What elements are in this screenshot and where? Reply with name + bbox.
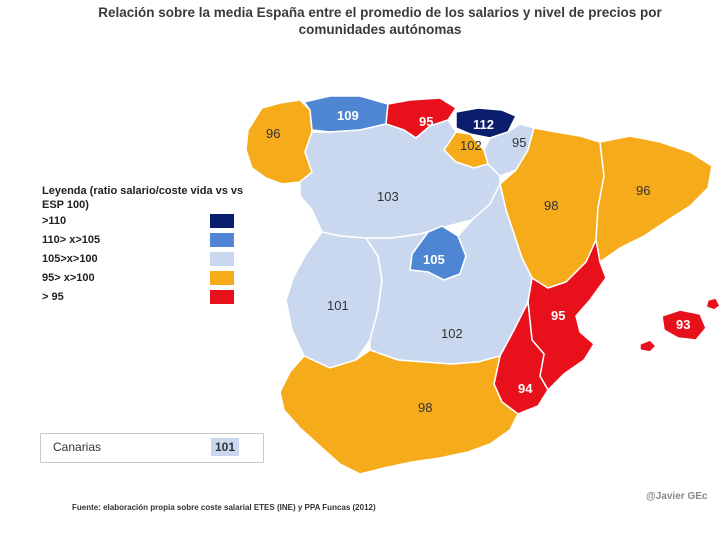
title-line-2: comunidades autónomas [298, 22, 462, 37]
legend-title: Leyenda (ratio salario/coste vida vs vs … [42, 185, 244, 211]
region-baleares-ibiza[interactable] [639, 339, 658, 353]
label-andalucia: 98 [418, 400, 432, 415]
region-galicia[interactable] [245, 99, 313, 185]
legend-swatch [210, 214, 234, 228]
label-castilla-leon: 103 [377, 189, 399, 204]
legend: Leyenda (ratio salario/coste vida vs vs … [42, 184, 272, 307]
label-galicia: 96 [266, 126, 280, 141]
label-baleares: 93 [676, 317, 690, 332]
author-credit: @Javier GEc [646, 491, 708, 502]
legend-row: > 95 [42, 288, 272, 307]
region-cataluna[interactable] [595, 135, 713, 264]
legend-row: 95> x>100 [42, 269, 272, 288]
legend-swatch [210, 290, 234, 304]
label-asturias: 109 [337, 108, 359, 123]
legend-label: 95> x>100 [42, 272, 95, 284]
label-aragon: 98 [544, 198, 558, 213]
canarias-value: 101 [211, 438, 240, 456]
label-cantabria: 95 [419, 114, 433, 129]
region-baleares-menorca[interactable] [705, 297, 720, 311]
label-valencia: 95 [551, 308, 565, 323]
region-baleares-mallorca[interactable] [661, 309, 707, 341]
legend-row: 105>x>100 [42, 250, 272, 269]
legend-row: 110> x>105 [42, 231, 272, 250]
label-navarra: 102 [460, 138, 482, 153]
legend-swatch [210, 271, 234, 285]
label-cataluna: 96 [636, 183, 650, 198]
label-pais-vasco: 112 [473, 117, 494, 132]
legend-swatch [210, 252, 234, 266]
region-andalucia[interactable] [279, 349, 519, 475]
label-la-rioja: 95 [512, 135, 526, 150]
canarias-box: Canarias 101 [40, 433, 264, 463]
legend-label: 105>x>100 [42, 253, 98, 265]
legend-label: > 95 [42, 291, 64, 303]
label-castilla-la-mancha: 102 [441, 326, 463, 341]
label-extremadura: 101 [327, 298, 349, 313]
legend-swatch [210, 233, 234, 247]
legend-row: >110 [42, 212, 272, 231]
legend-label: 110> x>105 [42, 234, 101, 246]
legend-label: >110 [42, 215, 67, 227]
canarias-label: Canarias [53, 440, 102, 454]
spain-map: 96 109 95 112 102 95 98 96 103 105 101 1… [245, 95, 720, 475]
label-madrid: 105 [423, 252, 445, 267]
map-title: Relación sobre la media España entre el … [40, 4, 720, 38]
source-note: Fuente: elaboración propia sobre coste s… [72, 503, 376, 512]
title-line-1: Relación sobre la media España entre el … [98, 5, 662, 20]
label-murcia: 94 [518, 381, 533, 396]
